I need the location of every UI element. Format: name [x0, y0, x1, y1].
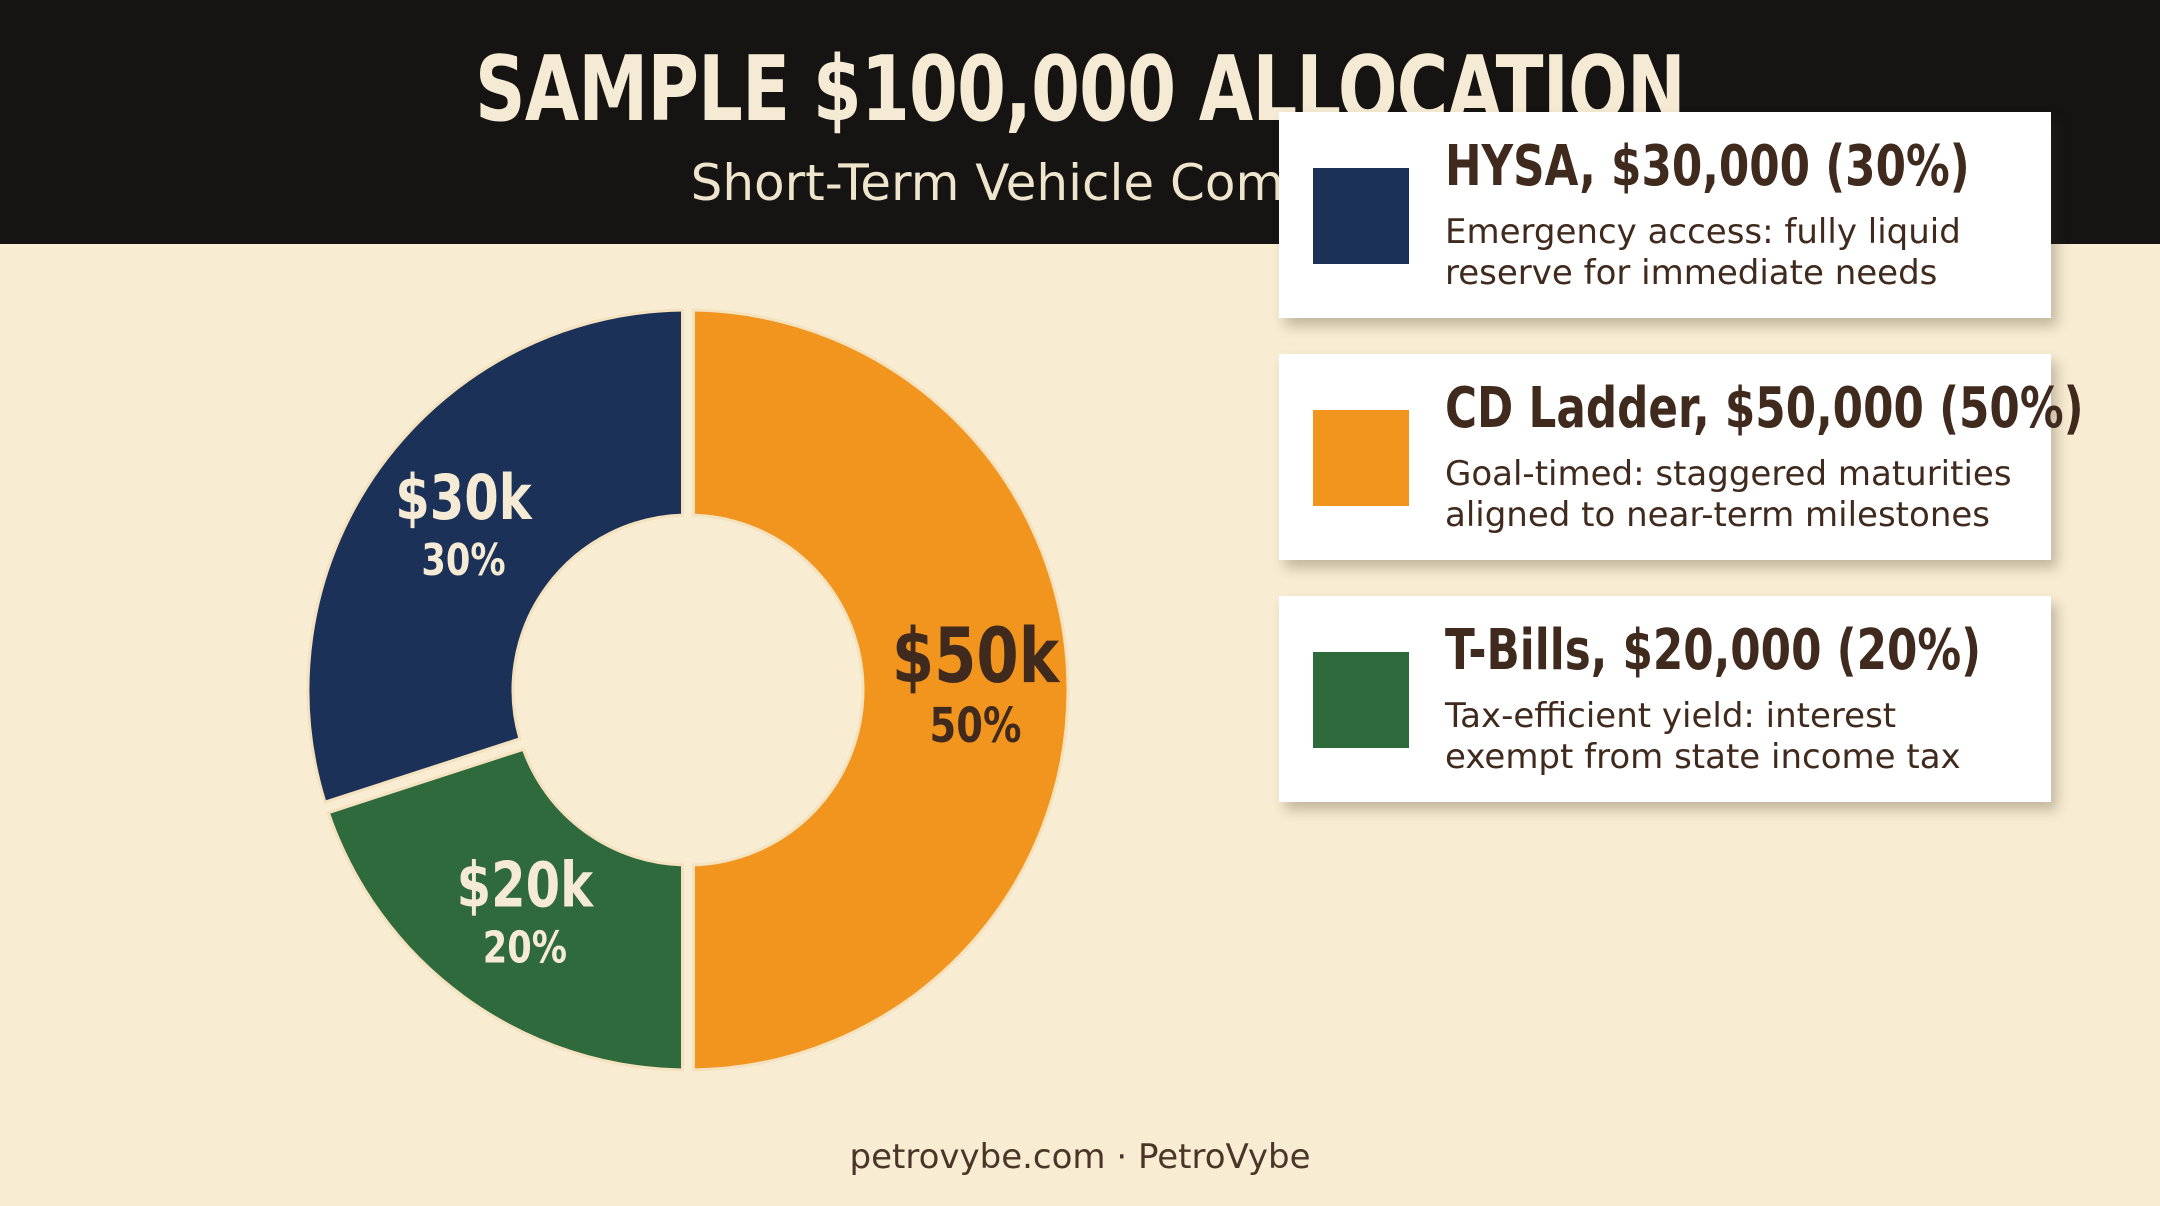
slice-percent-label-hysa: 30% — [421, 535, 505, 586]
donut-slice-hysa — [306, 308, 685, 805]
legend-desc-cd-ladder: Goal-timed: staggered maturities aligned… — [1445, 454, 2012, 535]
slice-percent-label-t-bills: 20% — [483, 923, 567, 974]
slice-value-label-t-bills: $20k — [457, 850, 595, 922]
slice-value-label-hysa: $30k — [395, 463, 533, 535]
legend-card-cd-ladder: CD Ladder, $50,000 (50%) Goal-timed: sta… — [1279, 354, 2084, 560]
donut-slices — [306, 308, 1070, 1072]
legend-desc-hysa: Emergency access: fully liquid reserve f… — [1445, 212, 1961, 293]
donut-slice-cd-ladder — [691, 308, 1070, 1072]
legend-desc-t-bills: Tax-efficient yield: interest exempt fro… — [1445, 696, 1961, 777]
legend-card-t-bills: T-Bills, $20,000 (20%) Tax-efficient yie… — [1279, 596, 2051, 802]
slice-percent-label-cd-ladder: 50% — [930, 699, 1022, 754]
legend-title-hysa: HYSA, $30,000 (30%) — [1445, 134, 1970, 199]
donut-slice-t-bills — [326, 747, 685, 1072]
footer-credit: petrovybe.com · PetroVybe — [849, 1137, 1311, 1177]
legend-card-hysa: HYSA, $30,000 (30%) Emergency access: fu… — [1279, 112, 2051, 318]
legend-swatch-hysa — [1313, 168, 1409, 264]
legend-swatch-t-bills — [1313, 652, 1409, 748]
legend-title-t-bills: T-Bills, $20,000 (20%) — [1445, 618, 1982, 683]
legend-title-cd-ladder: CD Ladder, $50,000 (50%) — [1445, 376, 2084, 441]
legend-swatch-cd-ladder — [1313, 410, 1409, 506]
slice-value-label-cd-ladder: $50k — [892, 612, 1061, 700]
